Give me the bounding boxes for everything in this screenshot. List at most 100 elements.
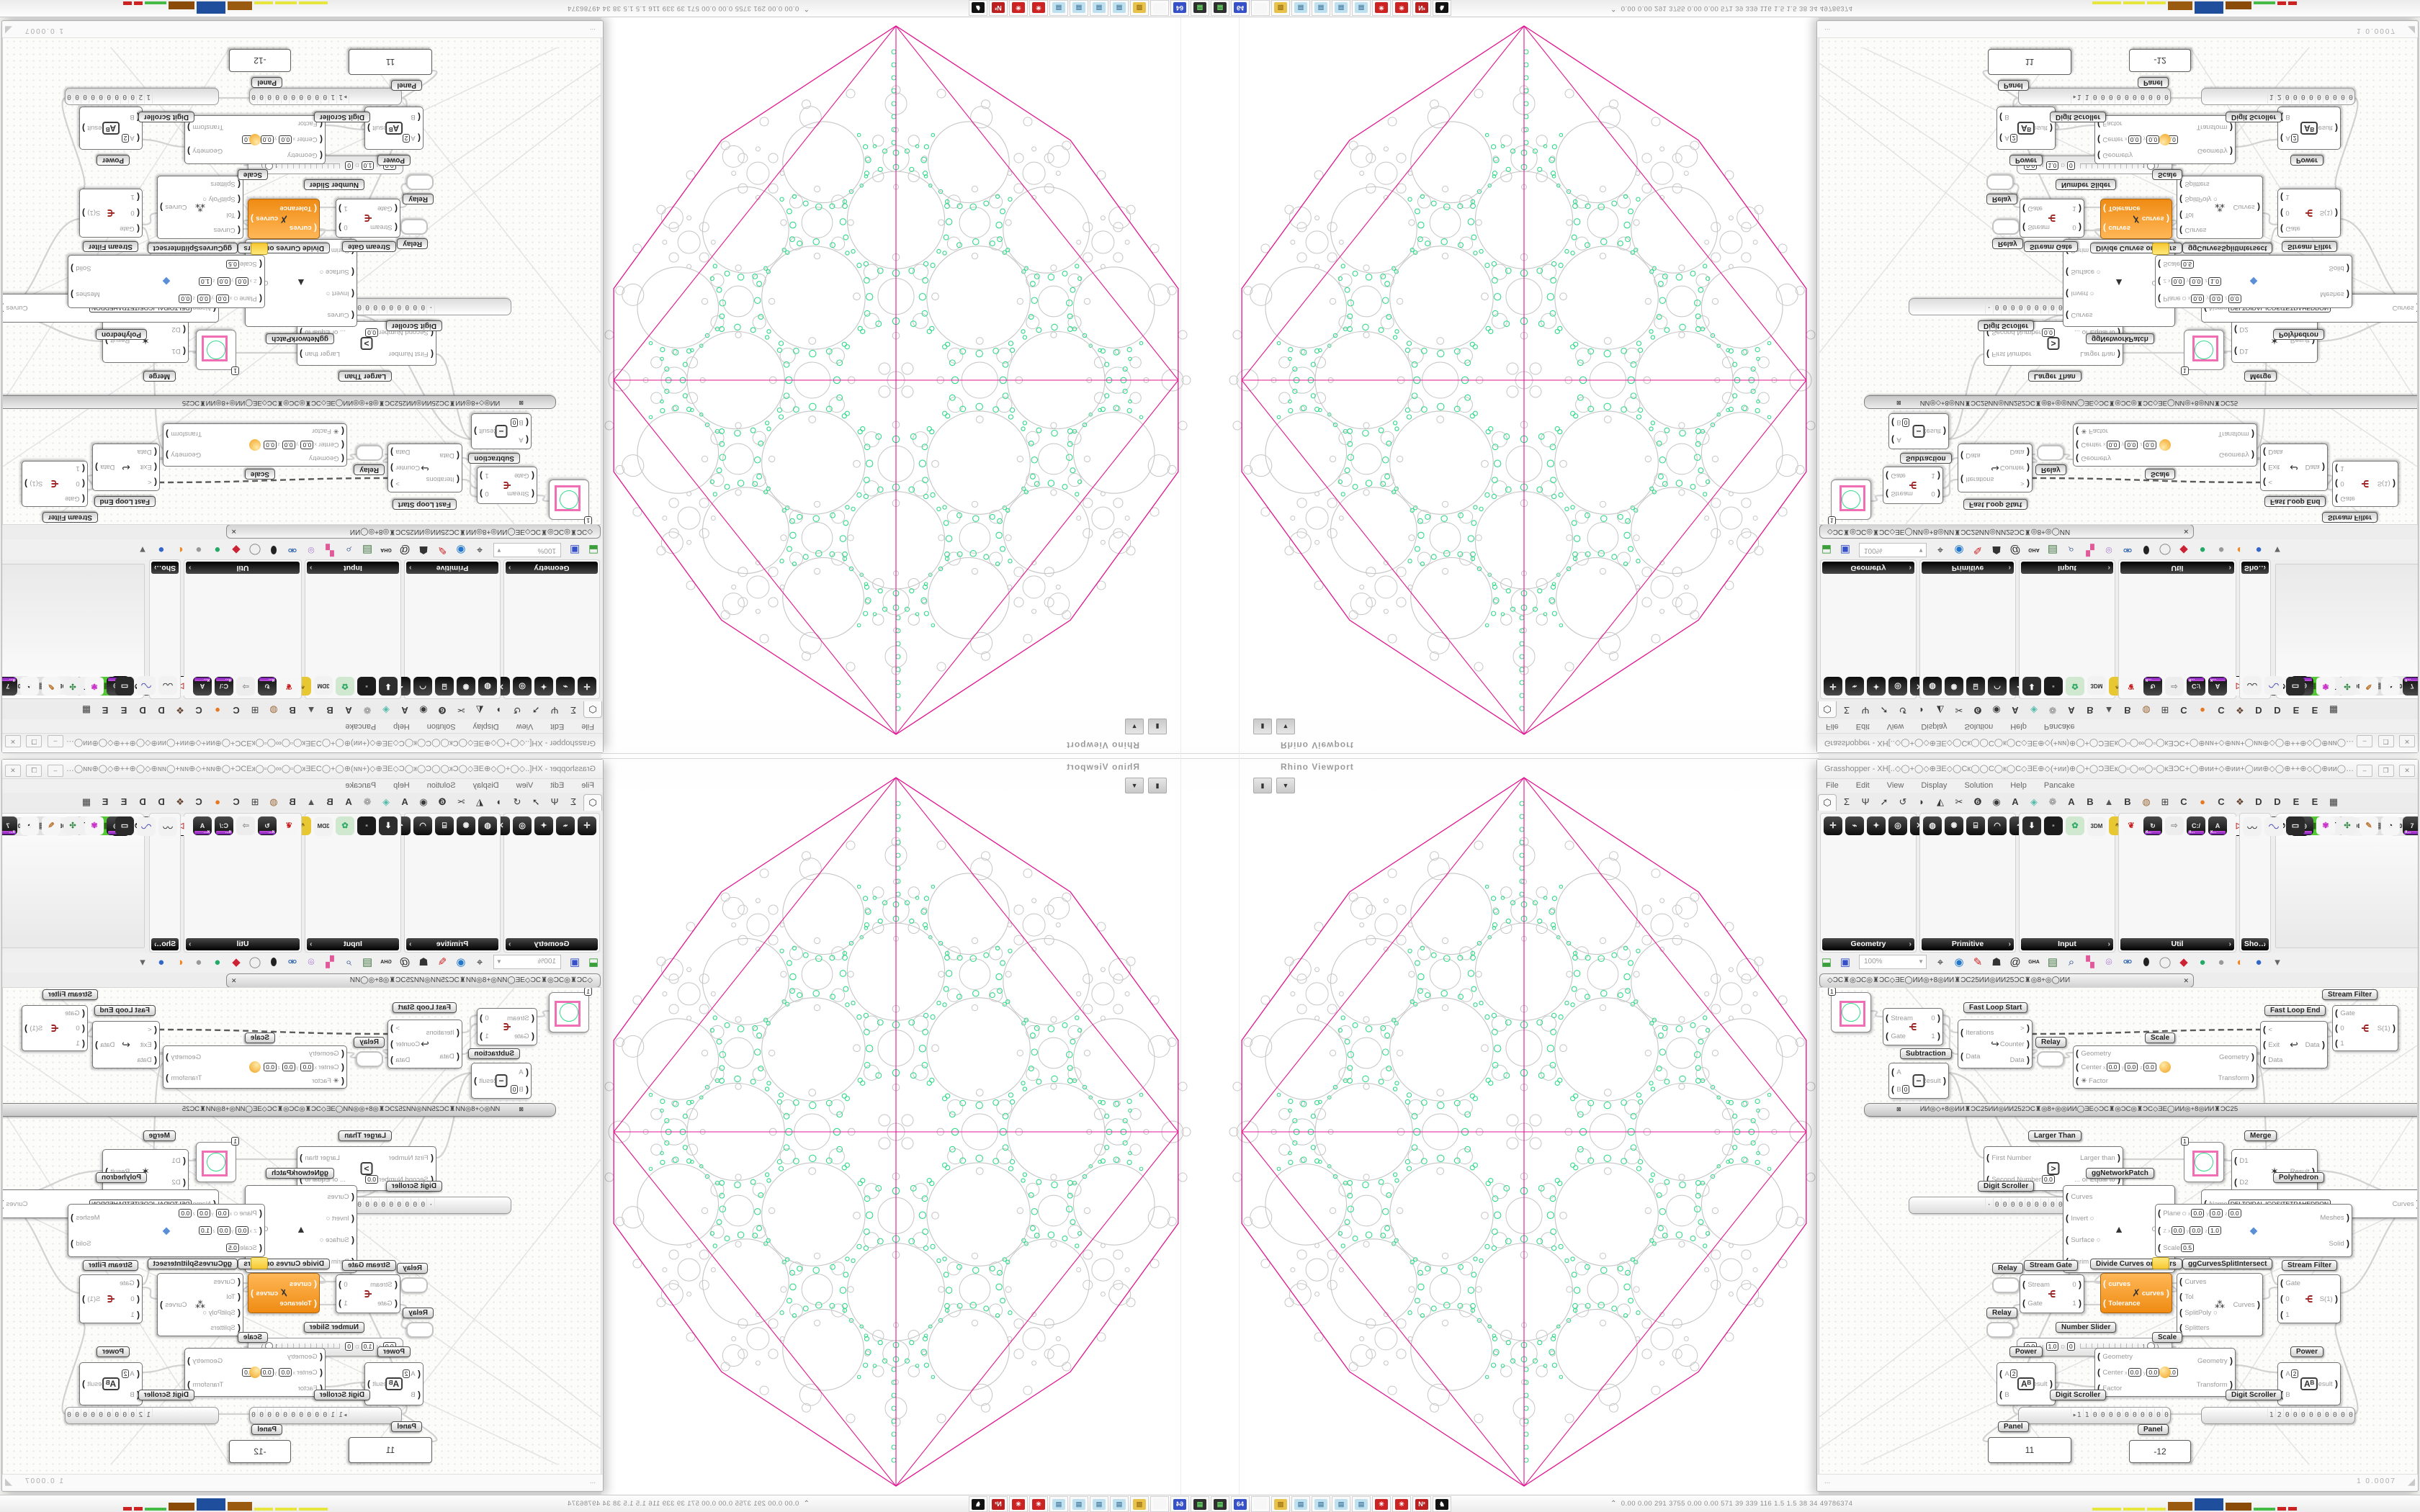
- taskbar-launcher-8[interactable]: ✳: [1372, 0, 1391, 16]
- toolbar-icon-9[interactable]: ▤: [2047, 956, 2058, 968]
- panel-node[interactable]: -12: [229, 1440, 291, 1463]
- stream-filter-node[interactable]: Ψ( Gate( 0( 1 S(1) ): [2332, 1005, 2398, 1051]
- toolbar-icon-19[interactable]: ◐: [176, 544, 184, 556]
- title-bar[interactable]: Grasshopper - XH[..◇◯+◯◇⊕ƎE◇◯Cк◯◯C◯к◯C◇Ǝ…: [2, 760, 603, 779]
- palette-group-label[interactable]: Util ›: [2120, 562, 2234, 574]
- port-grip[interactable]: ): [1935, 1012, 1940, 1023]
- value-box[interactable]: 1.0: [199, 1226, 212, 1235]
- port-grip[interactable]: (: [529, 489, 534, 500]
- port-grip[interactable]: ): [71, 1212, 76, 1223]
- digit-cell[interactable]: 0: [2032, 300, 2040, 314]
- component-icon[interactable]: ◠◡: [137, 676, 156, 695]
- port-grip[interactable]: (: [339, 1062, 344, 1072]
- component-icon[interactable]: ▪: [2044, 677, 2063, 696]
- port-grip[interactable]: (: [2263, 1055, 2269, 1066]
- digit-cell[interactable]: 0: [282, 1408, 290, 1423]
- relay-node[interactable]: [406, 174, 434, 190]
- node-tag[interactable]: Panel: [2138, 77, 2169, 88]
- close-button[interactable]: ✕: [5, 735, 21, 747]
- palette-tab-25[interactable]: E: [120, 796, 127, 807]
- close-button[interactable]: ✕: [5, 765, 21, 777]
- digit-cell[interactable]: 1: [329, 1408, 338, 1423]
- palette-tab-27[interactable]: ▦: [2329, 796, 2339, 807]
- menu-item-pancake[interactable]: Pancake: [345, 722, 377, 731]
- menu-item-help[interactable]: Help: [393, 722, 410, 731]
- port-grip[interactable]: (: [317, 150, 323, 161]
- port-grip[interactable]: (: [1891, 1067, 1897, 1077]
- component-icon[interactable]: 7 X…: [2, 677, 17, 696]
- port-grip[interactable]: (: [529, 1012, 534, 1023]
- component-icon[interactable]: ◎: [1888, 677, 1907, 696]
- component-icon[interactable]: ✦: [534, 816, 553, 835]
- port-grip[interactable]: (: [1891, 1084, 1897, 1094]
- palette-tab-24[interactable]: D: [139, 705, 146, 716]
- port-grip[interactable]: ): [71, 1238, 76, 1248]
- menu-item-edit[interactable]: Edit: [550, 722, 565, 731]
- palette-tab-8[interactable]: ❻: [1973, 705, 1982, 716]
- digit-cell[interactable]: 0: [395, 300, 404, 314]
- rhino-viewport[interactable]: Rhino Viewport ▮ ▼: [601, 756, 1210, 1495]
- taskbar-launcher-8[interactable]: ✳: [1029, 0, 1048, 16]
- digit-cell[interactable]: 0: [1992, 1198, 2001, 1212]
- node-tag[interactable]: Power: [2290, 1346, 2324, 1357]
- component-icon[interactable]: ⌁: [556, 816, 575, 835]
- component-icon[interactable]: ✛: [1824, 816, 1842, 835]
- value-box[interactable]: 0.0: [179, 1209, 192, 1218]
- toolbar-icon-15[interactable]: ◯: [248, 544, 261, 556]
- taskbar-launcher-3[interactable]: ▨: [1130, 0, 1149, 16]
- toolbar-icon-16[interactable]: ◆: [232, 544, 241, 556]
- component-icon[interactable]: ⬇: [2022, 816, 2041, 835]
- port-grip[interactable]: (: [151, 477, 157, 488]
- node-tag[interactable]: Stream Filter: [2282, 241, 2338, 252]
- port-grip[interactable]: ): [2164, 214, 2169, 224]
- port-toggle[interactable]: ○: [326, 289, 332, 297]
- palette-tab-13[interactable]: A: [345, 705, 352, 716]
- pin-value-box[interactable]: 1: [1828, 516, 1836, 525]
- digit-cell[interactable]: 0: [313, 1408, 322, 1423]
- document-tab[interactable]: ◇ƆC♜◎ƆC◎♜ƆC◇ƎE◯ИИ◎+8◎ИИ♜ƆC25ИИ◎ИИ25ƆC♜◎8…: [1819, 524, 2194, 539]
- value-box[interactable]: 0.0: [197, 294, 210, 303]
- toolbar-icon-13[interactable]: ⚮: [2123, 956, 2133, 968]
- node-tag[interactable]: Subtraction: [468, 453, 520, 464]
- component-icon[interactable]: ↻ X…: [2143, 677, 2162, 696]
- port-toggle[interactable]: ○: [319, 1236, 326, 1244]
- component-icon[interactable]: ✣: [63, 816, 82, 835]
- slider-field-value[interactable]: 1.0: [2045, 161, 2059, 170]
- port-grip[interactable]: ): [2344, 1212, 2349, 1223]
- palette-group-label[interactable]: Primitive ›: [406, 562, 498, 574]
- value-box[interactable]: 0.0: [2128, 135, 2141, 144]
- digit-cell[interactable]: 0: [2016, 300, 2025, 314]
- value-box[interactable]: 0: [1901, 1085, 1910, 1094]
- component-node[interactable]: Ψ( Stream( Gate 0 ) 1 ): [1883, 467, 1943, 504]
- component-icon[interactable]: ▭: [2286, 677, 2305, 696]
- port-grip[interactable]: (: [235, 1292, 241, 1302]
- palette-tab-17[interactable]: ◍: [269, 796, 278, 807]
- node-tag[interactable]: Polyhedron: [95, 1172, 147, 1183]
- value-box[interactable]: 0.5: [226, 1243, 239, 1252]
- menu-item-pancake[interactable]: Pancake: [2043, 781, 2075, 790]
- taskbar-launcher-5[interactable]: ▤: [1312, 0, 1330, 16]
- port-grip[interactable]: ): [2115, 1153, 2120, 1163]
- digit-cell[interactable]: 0: [403, 300, 412, 314]
- digit-scroller-node[interactable]: ·000000000030: [331, 298, 511, 315]
- slider-field-value[interactable]: 0: [345, 161, 353, 170]
- port-grip[interactable]: ): [367, 1379, 373, 1389]
- port-grip[interactable]: ): [2390, 479, 2396, 489]
- digit-cell[interactable]: 0: [2122, 1408, 2130, 1423]
- value-box[interactable]: 0.0: [2143, 1063, 2156, 1071]
- palette-tab-23[interactable]: D: [158, 796, 165, 807]
- toolbar-icon-19[interactable]: ◐: [2236, 544, 2244, 556]
- node-tag[interactable]: Panel: [391, 1421, 422, 1432]
- toolbar-icon-5[interactable]: ✎: [1973, 956, 1983, 968]
- port-grip[interactable]: (: [79, 1023, 85, 1033]
- stream-gate-node[interactable]: Ψ( Stream( Gate 0 ) 1 ): [2020, 199, 2084, 238]
- value-box[interactable]: 2: [402, 134, 411, 143]
- node-tag[interactable]: Digit Scroller: [2226, 112, 2282, 122]
- component-icon[interactable]: ✺: [457, 677, 475, 696]
- port-grip[interactable]: ): [2047, 1379, 2053, 1389]
- digit-cell[interactable]: 1: [2082, 89, 2091, 104]
- value-box[interactable]: 0.0: [279, 1368, 292, 1377]
- scale-node[interactable]: ( Geometry( Center x0.0 y0.0 z0.0( ✳ Fac…: [163, 1045, 347, 1089]
- resize-grip[interactable]: ◢: [5, 25, 12, 36]
